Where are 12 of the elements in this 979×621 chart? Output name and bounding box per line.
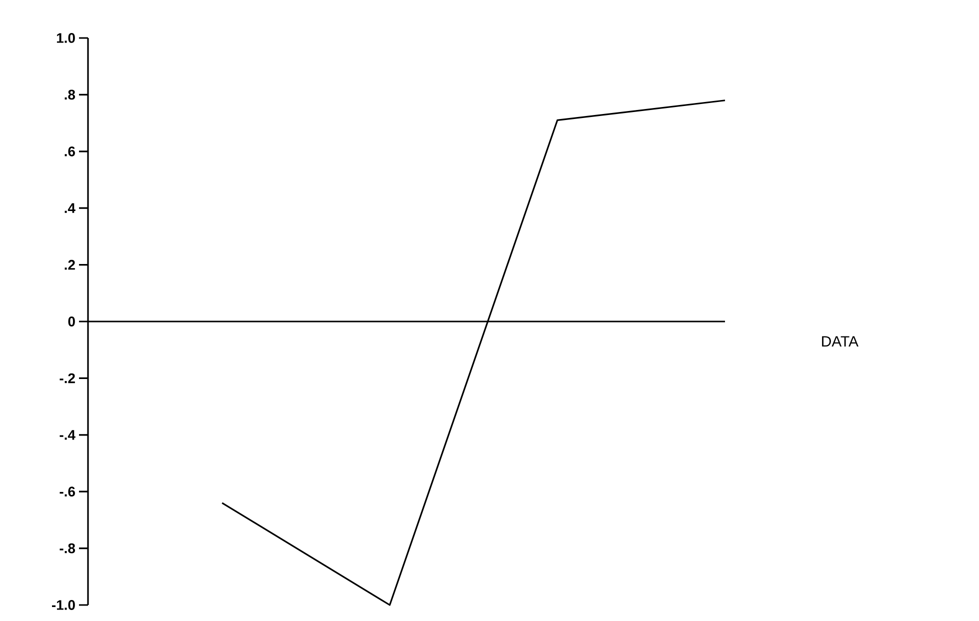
text: DATA xyxy=(822,336,858,346)
y-tick-label: -.8 xyxy=(60,543,76,554)
y-tick-label: .2 xyxy=(64,260,75,270)
y-tick-label: -.6 xyxy=(60,486,75,497)
y-tick-label: 0 xyxy=(68,316,75,326)
y-tick-label: .4 xyxy=(64,203,76,213)
y-tick-label: -1.0 xyxy=(52,600,75,610)
y-tick-label: -.2 xyxy=(60,373,75,384)
y-tick-label: 1.0 xyxy=(56,33,75,43)
y-tick-label: .6 xyxy=(64,146,75,156)
y-tick-label: -.4 xyxy=(60,430,76,440)
y-tick-label: .8 xyxy=(64,90,76,100)
